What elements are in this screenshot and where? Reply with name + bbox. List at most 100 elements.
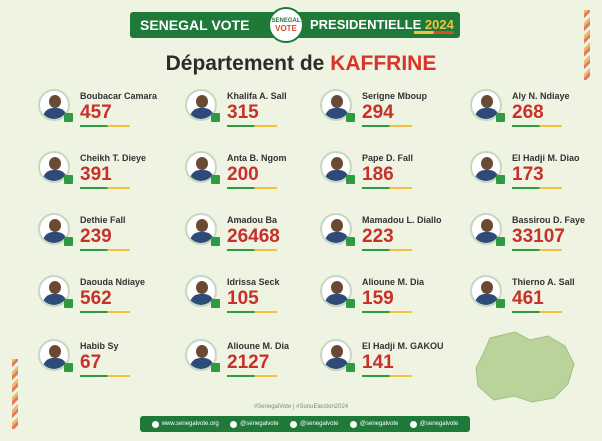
check-badge-icon bbox=[64, 363, 73, 372]
candidate-card: Alioune M. Dia 159 bbox=[320, 271, 455, 321]
candidate-name: Thierno A. Sall bbox=[512, 277, 575, 287]
footer-instagram-link[interactable]: @senegalvote bbox=[349, 420, 399, 428]
candidate-name: Alioune M. Dia bbox=[227, 341, 290, 351]
footer-facebook-link[interactable]: @senegalvote bbox=[230, 420, 279, 428]
footer-text: @senegalvote bbox=[300, 421, 339, 427]
footer-text: @senegalvote bbox=[359, 421, 399, 427]
candidate-votes: 26468 bbox=[227, 226, 280, 247]
check-badge-icon bbox=[211, 299, 220, 308]
flag-underline bbox=[227, 187, 277, 189]
flag-underline bbox=[227, 311, 277, 313]
candidate-photo bbox=[185, 275, 217, 307]
flag-underline bbox=[227, 249, 277, 251]
candidate-card: Boubacar Camara 457 bbox=[38, 85, 173, 135]
flag-underline bbox=[362, 125, 412, 127]
header-banner: SENEGAL VOTE SENEGAL VOTE PRESIDENTIELLE… bbox=[130, 7, 460, 43]
check-badge-icon bbox=[64, 175, 73, 184]
candidate-name: Cheikh T. Dieye bbox=[80, 153, 147, 163]
check-badge-icon bbox=[496, 175, 505, 184]
candidate-name: Bassirou D. Faye bbox=[512, 215, 586, 225]
candidate-name: Idrissa Seck bbox=[227, 277, 280, 287]
candidate-name: El Hadji M. Diao bbox=[512, 153, 580, 163]
check-badge-icon bbox=[211, 363, 220, 372]
banner-year: 2024 bbox=[424, 17, 454, 32]
check-badge-icon bbox=[346, 299, 355, 308]
kaffrine-map-icon bbox=[475, 331, 575, 403]
decorative-stripe-top-right bbox=[584, 10, 590, 80]
candidate-votes: 173 bbox=[512, 164, 544, 185]
footer-twitter-link[interactable]: @senegalvote bbox=[290, 420, 339, 428]
candidate-name: Alioune M. Dia bbox=[362, 277, 425, 287]
senegal-vote-logo: SENEGAL VOTE bbox=[268, 7, 304, 43]
candidate-card: Idrissa Seck 105 bbox=[185, 271, 320, 321]
footer-text: @senegalvote bbox=[419, 421, 459, 427]
flag-underline bbox=[80, 125, 130, 127]
candidate-photo bbox=[38, 339, 70, 371]
check-badge-icon bbox=[211, 113, 220, 122]
candidate-card: Aly N. Ndiaye 268 bbox=[470, 85, 602, 135]
candidate-photo bbox=[38, 275, 70, 307]
facebook-icon bbox=[230, 420, 238, 428]
candidate-votes: 268 bbox=[512, 102, 544, 123]
candidate-votes: 2127 bbox=[227, 352, 270, 373]
globe-icon bbox=[151, 420, 159, 428]
candidate-votes: 186 bbox=[362, 164, 394, 185]
flag-underline bbox=[512, 311, 562, 313]
check-badge-icon bbox=[211, 175, 220, 184]
title-department: KAFFRINE bbox=[330, 52, 437, 75]
check-badge-icon bbox=[346, 113, 355, 122]
candidate-votes: 67 bbox=[80, 352, 102, 373]
check-badge-icon bbox=[346, 175, 355, 184]
check-badge-icon bbox=[346, 237, 355, 246]
candidate-name: Serigne Mboup bbox=[362, 91, 427, 101]
candidate-name: Habib Sy bbox=[80, 341, 119, 351]
decorative-stripe-bottom-left bbox=[12, 359, 18, 429]
candidate-card: Amadou Ba 26468 bbox=[185, 209, 320, 259]
candidate-card: Thierno A. Sall 461 bbox=[470, 271, 602, 321]
flag-underline bbox=[80, 375, 130, 377]
footer-website-link[interactable]: www.senegalvote.org bbox=[151, 420, 219, 428]
candidate-photo bbox=[470, 151, 502, 183]
candidate-name: Daouda Ndiaye bbox=[80, 277, 146, 287]
flag-underline bbox=[362, 375, 412, 377]
banner-election-label: PRESIDENTIELLE 2024 bbox=[292, 12, 460, 38]
footer-linkedin-link[interactable]: @senegalvote bbox=[409, 420, 459, 428]
instagram-icon bbox=[349, 420, 357, 428]
candidate-photo bbox=[38, 213, 70, 245]
candidate-photo bbox=[185, 151, 217, 183]
check-badge-icon bbox=[64, 113, 73, 122]
candidate-name: Amadou Ba bbox=[227, 215, 278, 225]
social-footer: www.senegalvote.org @senegalvote @senega… bbox=[140, 416, 470, 432]
candidate-name: Boubacar Camara bbox=[80, 91, 158, 101]
candidate-name: Aly N. Ndiaye bbox=[512, 91, 570, 101]
candidate-name: El Hadji M. GAKOU bbox=[362, 341, 444, 351]
candidates-grid: Boubacar Camara 457 Khalifa A. Sall 315 … bbox=[38, 85, 598, 390]
candidate-card: Alioune M. Dia 2127 bbox=[185, 335, 320, 385]
candidate-card: Pape D. Fall 186 bbox=[320, 147, 455, 197]
candidate-card: Khalifa A. Sall 315 bbox=[185, 85, 320, 135]
candidate-votes: 200 bbox=[227, 164, 259, 185]
page-title: Département de KAFFRINE bbox=[0, 52, 602, 76]
flag-bar-icon bbox=[394, 31, 454, 34]
candidate-votes: 105 bbox=[227, 288, 259, 309]
banner-election-text: PRESIDENTIELLE bbox=[310, 17, 422, 32]
check-badge-icon bbox=[496, 237, 505, 246]
check-badge-icon bbox=[496, 113, 505, 122]
candidate-photo bbox=[185, 213, 217, 245]
candidate-name: Pape D. Fall bbox=[362, 153, 414, 163]
candidate-card: Mamadou L. Diallo 223 bbox=[320, 209, 455, 259]
flag-underline bbox=[362, 249, 412, 251]
flag-underline bbox=[512, 187, 562, 189]
banner-brand-text: SENEGAL VOTE bbox=[130, 12, 280, 38]
check-badge-icon bbox=[64, 299, 73, 308]
candidate-votes: 223 bbox=[362, 226, 394, 247]
linkedin-icon bbox=[409, 420, 417, 428]
flag-underline bbox=[80, 311, 130, 313]
flag-underline bbox=[362, 311, 412, 313]
candidate-photo bbox=[38, 89, 70, 121]
candidate-votes: 461 bbox=[512, 288, 544, 309]
candidate-card: Daouda Ndiaye 562 bbox=[38, 271, 173, 321]
candidate-votes: 141 bbox=[362, 352, 394, 373]
candidate-votes: 391 bbox=[80, 164, 112, 185]
footer-text: @senegalvote bbox=[240, 421, 279, 427]
